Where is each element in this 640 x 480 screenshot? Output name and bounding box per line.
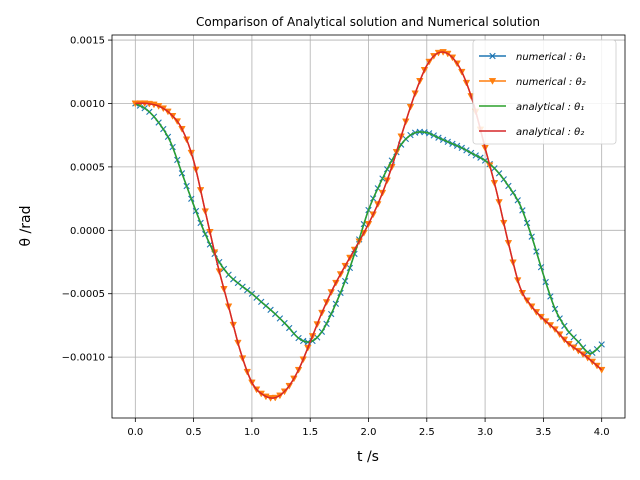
series-line-4 [135,51,603,399]
x-tick-label: 2.5 [419,427,435,438]
y-tick-label: 0.0000 [70,226,105,237]
series-line-3 [134,102,603,355]
x-axis-label: t /s [357,449,379,465]
legend-entry: analytical : θ₁ [479,102,584,113]
legend-label: analytical : θ₁ [516,102,584,113]
legend-label: analytical : θ₂ [516,127,584,138]
legend-label: numerical : θ₂ [516,77,586,88]
legend-entry: analytical : θ₂ [479,127,584,138]
y-tick-label: −0.0005 [62,289,105,300]
legend-entry: numerical : θ₁ [479,52,586,63]
data-point [489,52,496,60]
x-tick-label: 3.0 [477,427,493,438]
legend: numerical : θ₁ numerical : θ₂ analytical :… [472,39,617,145]
x-tick-label: 4.0 [594,427,610,438]
ticks: 0.0 0.5 1.0 1.5 2.0 2.5 3.0 3.5 4.0 −0.0010 −0.000… [62,36,610,438]
chart-title: Comparison of Analytical solution and Nu… [196,15,540,29]
legend-box [472,39,617,145]
x-tick-label: 1.0 [244,427,260,438]
y-tick-label: −0.0010 [62,353,105,364]
x-tick-label: 1.5 [302,427,318,438]
x-tick-label: 2.0 [361,427,377,438]
y-tick-label: 0.0005 [70,162,105,173]
x-tick-label: 3.5 [535,427,551,438]
y-tick-label: 0.0015 [70,36,105,47]
legend-label: numerical : θ₁ [516,52,586,63]
x-tick-label: 0.5 [186,427,202,438]
data-point [488,78,497,85]
series-layer [131,49,606,402]
x-tick-label: 0.0 [127,427,143,438]
y-tick-label: 0.0010 [70,99,105,110]
y-axis-label: θ /rad [18,206,34,247]
legend-entry: numerical : θ₂ [479,77,586,88]
